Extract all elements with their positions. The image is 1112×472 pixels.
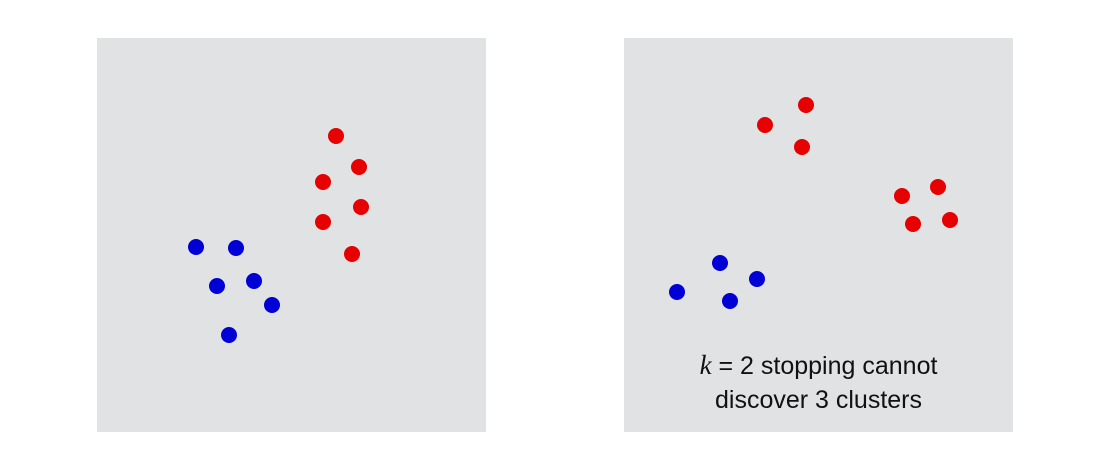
caption-variable: k — [699, 350, 712, 380]
red-data-point — [353, 199, 369, 215]
red-data-point — [794, 139, 810, 155]
blue-data-point — [722, 293, 738, 309]
blue-data-point — [669, 284, 685, 300]
blue-data-point — [712, 255, 728, 271]
red-data-point — [344, 246, 360, 262]
blue-data-point — [221, 327, 237, 343]
red-data-point — [942, 212, 958, 228]
red-data-point — [315, 214, 331, 230]
blue-data-point — [209, 278, 225, 294]
blue-data-point — [188, 239, 204, 255]
red-data-point — [798, 97, 814, 113]
red-data-point — [905, 216, 921, 232]
blue-data-point — [246, 273, 262, 289]
red-data-point — [351, 159, 367, 175]
red-data-point — [930, 179, 946, 195]
red-data-point — [328, 128, 344, 144]
red-data-point — [315, 174, 331, 190]
blue-data-point — [749, 271, 765, 287]
blue-data-point — [228, 240, 244, 256]
red-data-point — [757, 117, 773, 133]
caption-line-1: k = 2 stopping cannot — [624, 348, 1013, 383]
right-scatter-panel: k = 2 stopping cannot discover 3 cluster… — [624, 38, 1013, 432]
caption: k = 2 stopping cannot discover 3 cluster… — [624, 348, 1013, 417]
red-data-point — [894, 188, 910, 204]
caption-line-2: discover 3 clusters — [714, 386, 923, 414]
left-scatter-panel — [97, 38, 486, 432]
blue-data-point — [264, 297, 280, 313]
caption-line-1-text: = 2 stopping cannot — [711, 352, 938, 380]
